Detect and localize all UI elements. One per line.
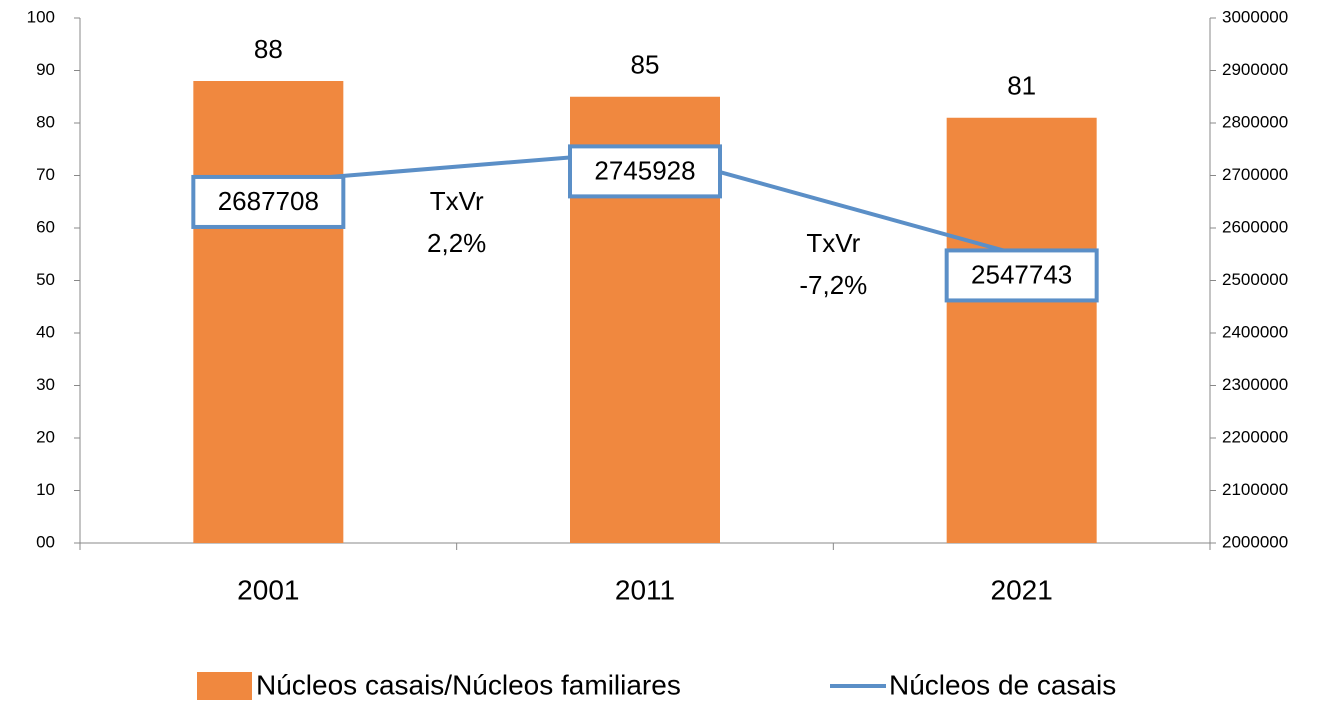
line-label-box xyxy=(191,174,346,229)
legend-label: Núcleos casais/Núcleos familiares xyxy=(256,669,681,700)
y-tick-label: 90 xyxy=(36,60,55,79)
legend-label: Núcleos de casais xyxy=(889,669,1116,700)
x-tick-label: 2021 xyxy=(991,574,1053,605)
y2-tick-label: 2800000 xyxy=(1222,112,1288,131)
y-tick-label: 50 xyxy=(36,270,55,289)
x-tick-label: 2001 xyxy=(237,574,299,605)
line-value-label: 2745928 xyxy=(594,155,695,185)
y2-tick-label: 2200000 xyxy=(1222,427,1288,446)
y-tick-label: 80 xyxy=(36,112,55,131)
y-tick-label: 70 xyxy=(36,165,55,184)
annotation: TxVr xyxy=(430,186,484,216)
y-tick-label: 10 xyxy=(36,480,55,499)
line-label-box xyxy=(568,144,722,199)
y2-tick-label: 2500000 xyxy=(1222,270,1288,289)
y2-tick-label: 2700000 xyxy=(1222,165,1288,184)
y2-tick-label: 2600000 xyxy=(1222,217,1288,236)
y2-tick-label: 2300000 xyxy=(1222,375,1288,394)
bar xyxy=(946,117,1097,543)
bar xyxy=(193,81,344,543)
y-tick-label: 20 xyxy=(36,427,55,446)
line-value-label: 2547743 xyxy=(971,259,1072,289)
legend-swatch xyxy=(197,672,252,700)
y-tick-label: 30 xyxy=(36,375,55,394)
line-label-box xyxy=(944,248,1099,303)
y-tick-label: 40 xyxy=(36,322,55,341)
bar-value-label: 85 xyxy=(631,50,660,80)
line-value-label: 2687708 xyxy=(218,186,319,216)
y2-tick-label: 2000000 xyxy=(1222,532,1288,551)
y2-tick-label: 3000000 xyxy=(1222,7,1288,26)
annotation: -7,2% xyxy=(799,270,867,300)
y-tick-label: 100 xyxy=(27,7,55,26)
bar-value-label: 81 xyxy=(1007,71,1036,101)
annotation: TxVr xyxy=(806,228,860,258)
bar-value-label: 88 xyxy=(254,34,283,64)
x-tick-label: 2011 xyxy=(615,574,675,605)
y2-tick-label: 2400000 xyxy=(1222,322,1288,341)
y2-tick-label: 2100000 xyxy=(1222,480,1288,499)
y-tick-label: 00 xyxy=(36,532,55,551)
annotation: 2,2% xyxy=(427,228,486,258)
y-tick-label: 60 xyxy=(36,217,55,236)
y2-tick-label: 2900000 xyxy=(1222,60,1288,79)
